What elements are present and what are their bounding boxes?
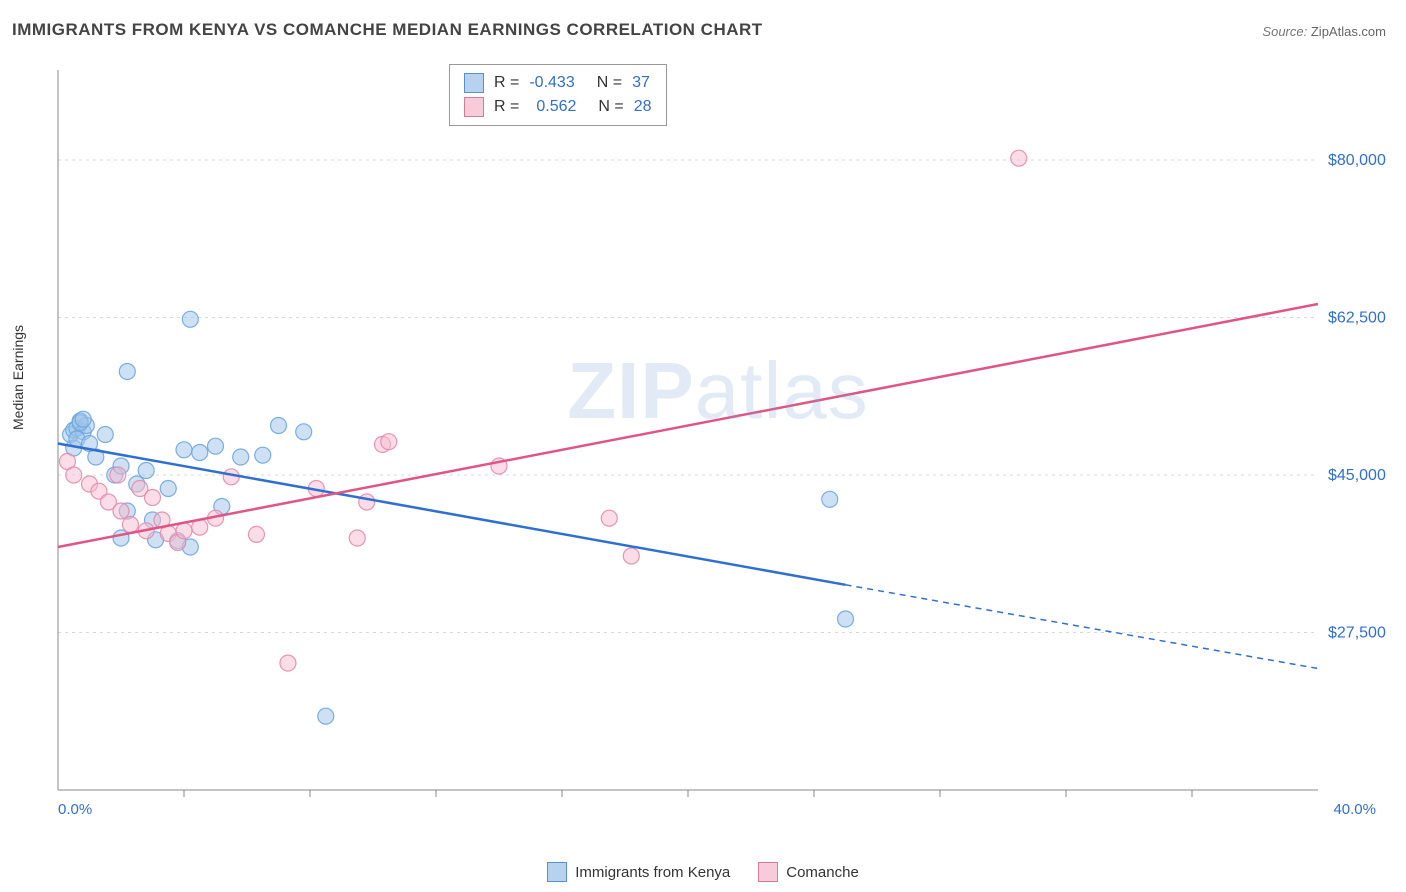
swatch-icon xyxy=(758,862,778,882)
legend-row: R = 0.562 N = 28 xyxy=(464,95,652,119)
n-label: N = xyxy=(597,74,622,92)
n-value: 37 xyxy=(632,74,650,92)
chart-title: IMMIGRANTS FROM KENYA VS COMANCHE MEDIAN… xyxy=(12,20,763,40)
r-label: R = xyxy=(494,98,519,116)
swatch-icon xyxy=(464,73,484,93)
source-label: Source: xyxy=(1262,24,1307,39)
correlation-legend: R = -0.433 N = 37 R = 0.562 N = 28 xyxy=(449,64,667,126)
n-value: 28 xyxy=(634,98,652,116)
legend-item: Comanche xyxy=(758,862,859,882)
legend-item: Immigrants from Kenya xyxy=(547,862,730,882)
legend-row: R = -0.433 N = 37 xyxy=(464,71,652,95)
r-value: 0.562 xyxy=(536,98,576,116)
scatter-plot: $27,500$45,000$62,500$80,0000.0%40.0% ZI… xyxy=(48,60,1388,830)
r-label: R = xyxy=(494,74,519,92)
svg-text:$27,500: $27,500 xyxy=(1328,625,1386,642)
swatch-icon xyxy=(464,97,484,117)
svg-text:0.0%: 0.0% xyxy=(58,801,92,818)
chart-svg: $27,500 $45,000 $62,500 $80,000 0.0% 40.0% xyxy=(48,60,1388,830)
svg-text:$80,000: $80,000 xyxy=(1328,152,1386,169)
svg-text:$45,000: $45,000 xyxy=(1328,467,1386,484)
legend-label: Comanche xyxy=(786,864,859,881)
n-label: N = xyxy=(598,98,623,116)
source-attribution: Source: ZipAtlas.com xyxy=(1262,24,1386,39)
source-value: ZipAtlas.com xyxy=(1311,24,1386,39)
r-value: -0.433 xyxy=(529,74,574,92)
y-axis-label: Median Earnings xyxy=(10,325,26,430)
legend-label: Immigrants from Kenya xyxy=(575,864,730,881)
swatch-icon xyxy=(547,862,567,882)
svg-text:40.0%: 40.0% xyxy=(1333,801,1376,818)
svg-text:$62,500: $62,500 xyxy=(1328,310,1386,327)
series-legend: Immigrants from Kenya Comanche xyxy=(0,862,1406,882)
